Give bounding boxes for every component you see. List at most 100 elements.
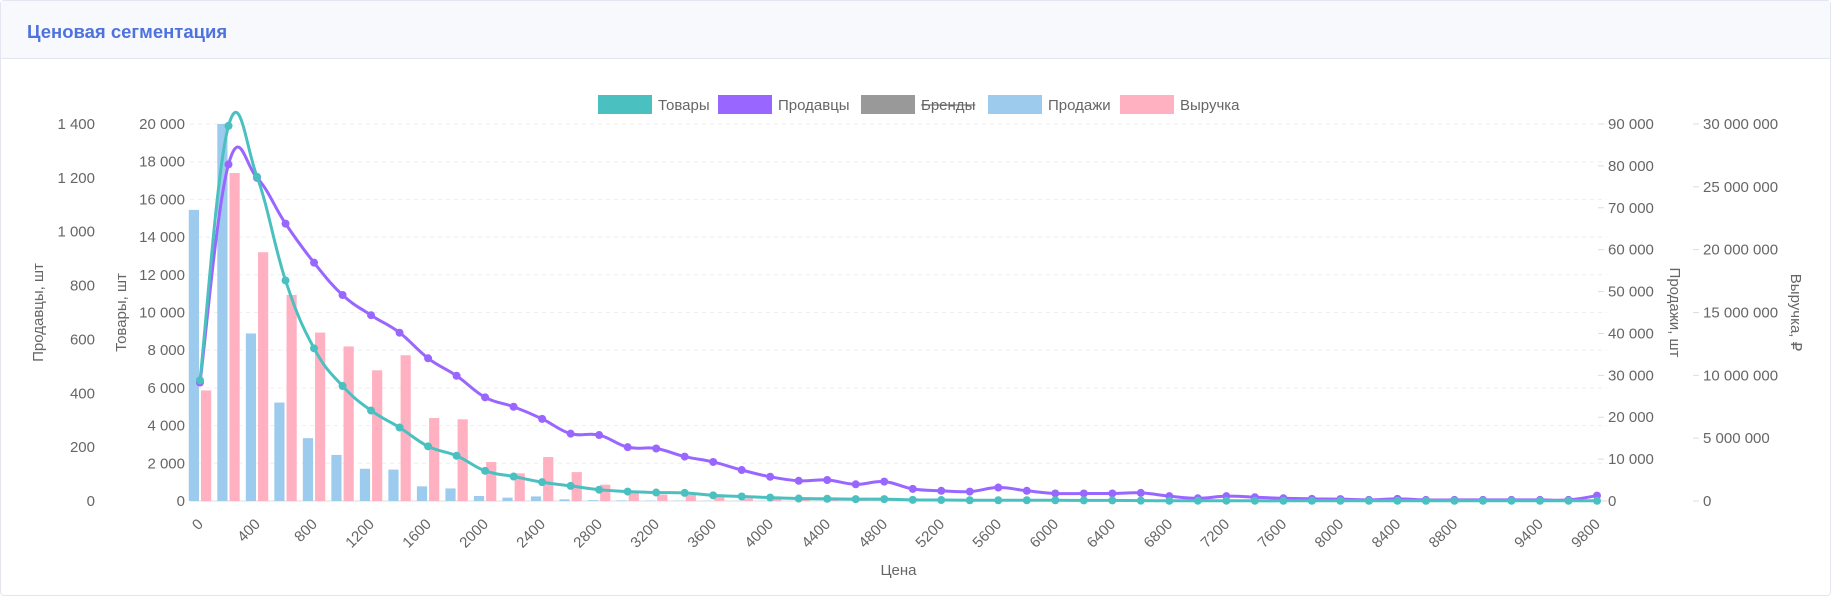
- revenue-bar: [229, 173, 240, 501]
- x-axis-tick: 8800: [1426, 516, 1462, 552]
- sales-bar: [388, 469, 399, 501]
- sellers-axis-tick: 1 200: [57, 170, 95, 187]
- sales-axis-tick: 40 000: [1608, 325, 1654, 342]
- sellers-axis-tick: 400: [70, 385, 95, 402]
- revenue-bar: [714, 495, 725, 501]
- products-axis-tick: 16 000: [139, 191, 185, 208]
- sales-bar: [331, 454, 342, 501]
- sales-bar: [559, 499, 570, 501]
- revenue-axis-tick: 30 000 000: [1703, 116, 1778, 133]
- products-point: [1564, 496, 1573, 505]
- sellers-axis-tick: 200: [70, 439, 95, 456]
- x-axis-tick: 400: [234, 516, 264, 546]
- revenue-bar: [343, 346, 354, 501]
- legend-swatch-products[interactable]: [598, 95, 652, 114]
- sellers-axis-tick: 800: [70, 278, 95, 295]
- sales-bar: [217, 124, 228, 501]
- x-axis-tick: 4800: [855, 516, 891, 552]
- sales-bar: [416, 486, 428, 501]
- sellers-point: [1136, 488, 1145, 497]
- sellers-point: [823, 475, 832, 484]
- products-point: [1222, 496, 1231, 505]
- products-point: [709, 491, 718, 500]
- products-point: [1593, 496, 1601, 505]
- products-point: [566, 481, 575, 490]
- sellers-point: [766, 472, 775, 481]
- products-point: [424, 442, 433, 451]
- products-point: [367, 406, 376, 415]
- sellers-point: [794, 476, 803, 485]
- products-axis-tick: 6 000: [147, 380, 185, 397]
- card-header: Ценовая сегментация: [1, 1, 1830, 59]
- products-point: [1507, 496, 1516, 505]
- legend-item-sales[interactable]: Продажи: [1048, 97, 1111, 114]
- products-point: [623, 487, 632, 496]
- sellers-point: [652, 444, 661, 453]
- revenue-bar: [742, 498, 753, 501]
- products-axis-tick: 12 000: [139, 267, 185, 284]
- sellers-point: [224, 160, 233, 169]
- x-axis-tick: 9400: [1511, 516, 1547, 552]
- revenue-axis-tick: 15 000 000: [1703, 305, 1778, 322]
- legend-swatch-brands[interactable]: [861, 95, 915, 114]
- legend-item-sellers[interactable]: Продавцы: [778, 97, 850, 114]
- products-point: [1165, 496, 1174, 505]
- legend-item-revenue[interactable]: Выручка: [1180, 97, 1240, 114]
- x-axis-tick: 800: [291, 516, 321, 546]
- products-point: [1307, 496, 1316, 505]
- products-point: [1336, 496, 1345, 505]
- products-axis-tick: 20 000: [139, 116, 185, 133]
- x-axis-title: Цена: [880, 562, 917, 579]
- sellers-point: [994, 483, 1003, 492]
- revenue-bar: [771, 499, 782, 501]
- sellers-point: [1108, 489, 1117, 498]
- products-point: [652, 488, 661, 497]
- sales-bar: [616, 500, 627, 501]
- sales-bar: [587, 500, 599, 501]
- sellers-point: [424, 354, 433, 363]
- revenue-bar: [315, 332, 326, 501]
- sales-axis-tick: 30 000: [1608, 367, 1654, 384]
- x-axis-tick: 1200: [342, 516, 378, 552]
- sellers-point: [395, 328, 404, 337]
- products-axis-tick: 2 000: [147, 455, 185, 472]
- sellers-point: [680, 452, 689, 461]
- revenue-bar: [685, 494, 696, 501]
- products-point: [994, 496, 1003, 505]
- revenue-axis-tick: 0: [1703, 493, 1711, 510]
- revenue-bar: [258, 252, 269, 501]
- sellers-point: [1022, 486, 1031, 495]
- sales-bar: [473, 495, 485, 501]
- revenue-bar: [486, 462, 497, 501]
- sales-bar: [530, 496, 542, 501]
- x-axis-tick: 8400: [1369, 516, 1405, 552]
- revenue-bar: [429, 418, 440, 501]
- products-point: [1108, 496, 1117, 505]
- products-axis-tick: 14 000: [139, 229, 185, 246]
- legend-swatch-sellers[interactable]: [718, 95, 772, 114]
- sales-axis-tick: 60 000: [1608, 242, 1654, 259]
- products-axis-tick: 0: [177, 493, 185, 510]
- products-point: [1535, 496, 1544, 505]
- products-point: [1364, 496, 1373, 505]
- products-point: [281, 276, 290, 285]
- products-point: [310, 344, 319, 353]
- legend-swatch-sales[interactable]: [988, 95, 1042, 114]
- x-axis-tick: 1600: [399, 516, 435, 552]
- products-point: [1393, 496, 1402, 505]
- x-axis-tick: 4400: [798, 516, 834, 552]
- revenue-bar: [372, 370, 383, 501]
- sellers-axis-tick: 0: [87, 493, 95, 510]
- products-line: [198, 110, 1597, 503]
- revenue-bar: [514, 473, 525, 501]
- products-point: [965, 496, 974, 505]
- sales-axis-tick: 80 000: [1608, 158, 1654, 175]
- products-point: [1279, 496, 1288, 505]
- products-axis-title: Товары, шт: [113, 273, 130, 352]
- sellers-point: [880, 477, 889, 486]
- legend-swatch-revenue[interactable]: [1120, 95, 1174, 114]
- products-point: [1250, 496, 1259, 505]
- legend-item-products[interactable]: Товары: [658, 97, 710, 114]
- x-axis-tick: 5200: [912, 516, 948, 552]
- x-axis-tick: 6400: [1084, 516, 1120, 552]
